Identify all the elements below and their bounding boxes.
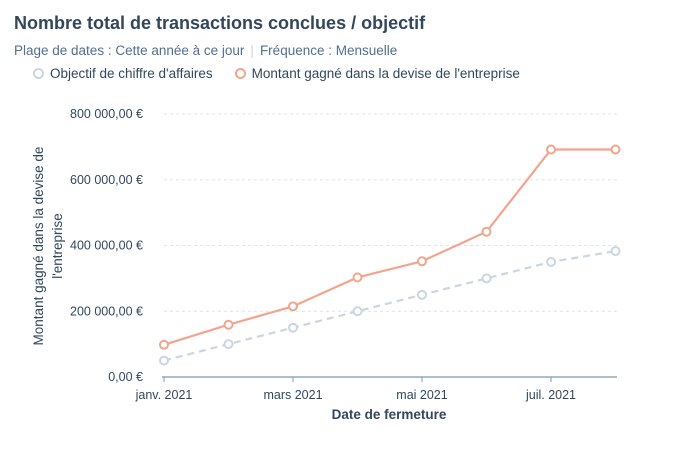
series-1-point-7 <box>610 144 621 155</box>
series-0-point-5 <box>481 273 492 284</box>
series-0-point-1 <box>223 339 234 350</box>
filter-separator: | <box>250 43 254 58</box>
legend-marker-target <box>33 68 44 79</box>
y-tick-label-0: 0,00 € <box>108 370 143 384</box>
legend-label-won: Montant gagné dans la devise de l'entrep… <box>251 66 520 81</box>
filter-summary: Plage de dates : Cette année à ce jour | F… <box>14 43 397 58</box>
series-1-point-3 <box>352 272 363 283</box>
y-tick-label-3: 600 000,00 € <box>70 173 143 187</box>
x-tick-label-3: juil. 2021 <box>525 388 576 402</box>
y-tick-label-4: 800 000,00 € <box>70 107 143 121</box>
series-0-point-4 <box>417 289 427 300</box>
series-1-point-6 <box>546 144 556 155</box>
series-1-point-0 <box>159 339 169 350</box>
y-axis-title-line2: l'entreprise <box>50 213 65 279</box>
x-axis: janv. 2021 mars 2021 mai 2021 juil. 2021 <box>135 376 617 402</box>
series-line-0 <box>163 250 616 362</box>
series-1-point-1 <box>223 319 234 330</box>
legend-item-won[interactable]: Montant gagné dans la devise de l'entrep… <box>234 66 520 81</box>
x-axis-title: Date de fermeture <box>332 407 447 422</box>
x-tick-label-2: mai 2021 <box>396 388 447 402</box>
series-0-point-3 <box>352 306 363 317</box>
series-0-point-7 <box>610 246 621 257</box>
series-lines <box>159 144 621 366</box>
legend-marker-won <box>234 68 246 79</box>
legend-item-target[interactable]: Objectif de chiffre d'affaires <box>33 66 213 81</box>
series-1-point-4 <box>417 256 427 267</box>
series-line-1 <box>163 148 616 346</box>
series-0-point-2 <box>288 322 298 333</box>
y-axis-title-line1: Montant gagné dans la devise de <box>31 147 46 346</box>
y-tick-label-2: 400 000,00 € <box>70 239 143 253</box>
chart-legend: Objectif de chiffre d'affaires Montant g… <box>33 66 542 81</box>
x-tick-label-1: mars 2021 <box>263 388 322 402</box>
series-1-point-5 <box>481 226 492 237</box>
chart-title: Nombre total de transactions conclues / … <box>14 13 426 33</box>
series-0-point-6 <box>546 256 556 267</box>
y-axis-ticks: 0,00 € 200 000,00 € 400 000,00 € 600 000,00… <box>70 107 143 384</box>
grid-lines <box>164 113 617 312</box>
date-range-filter[interactable]: Plage de dates : Cette année à ce jour <box>14 43 245 58</box>
x-tick-label-0: janv. 2021 <box>135 388 193 402</box>
y-tick-label-1: 200 000,00 € <box>70 304 143 318</box>
series-1-point-2 <box>288 301 298 312</box>
legend-label-target: Objectif de chiffre d'affaires <box>50 66 213 81</box>
series-0-point-0 <box>159 355 169 366</box>
frequency-filter[interactable]: Fréquence : Mensuelle <box>259 43 398 58</box>
